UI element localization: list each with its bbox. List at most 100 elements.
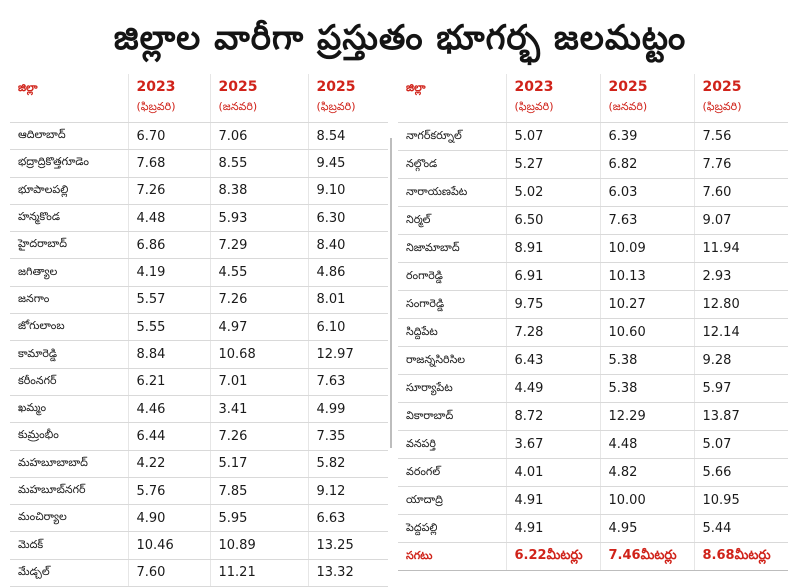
value-cell: 9.12 [307,477,388,506]
district-cell: ఖమ్మం [10,395,128,424]
average-label: సగటు [398,542,506,571]
average-row: సగటు 6.22మీటర్లు 7.46మీటర్లు 8.68మీటర్లు [398,542,788,571]
col-2025-jan-header: 2025 (జనవరి) [599,74,694,123]
value-cell: 4.22 [127,450,210,478]
district-cell: జగిత్యాల [10,258,128,287]
value-cell: 10.95 [693,486,788,515]
value-cell: 4.01 [505,458,600,487]
district-header: జిల్లా [398,74,506,123]
month-label: (ఫిబ్రవరి) [136,100,176,113]
table-row: భద్రాద్రికొత్తగూడెం 7.68 8.55 9.45 [10,149,388,178]
value-cell: 5.07 [505,122,600,151]
left-table: జిల్లా 2023 (ఫిబ్రవరి) 2025 (జనవరి) 2025 (ఫ… [10,74,388,587]
value-cell: 5.55 [127,313,210,342]
value-cell: 6.70 [127,122,210,151]
district-cell: మెదక్ [10,531,128,560]
table-row: మెదక్ 10.46 10.89 13.25 [10,531,388,560]
value-cell: 6.86 [127,231,210,260]
value-cell: 3.41 [209,395,308,424]
district-cell: నారాయణపేట [398,178,506,207]
value-cell: 10.13 [599,262,694,291]
table-row: మేడ్చల్ 7.60 11.21 13.32 [10,559,388,587]
value-cell: 5.38 [599,346,694,375]
column-divider [390,138,392,448]
value-cell: 7.26 [209,422,308,451]
table-row: యాదాద్రి 4.91 10.00 10.95 [398,486,788,515]
table-row: నిజామాబాద్ 8.91 10.09 11.94 [398,234,788,263]
value-cell: 8.38 [209,177,308,205]
value-cell: 7.26 [209,286,308,315]
value-cell: 7.76 [693,150,788,179]
table-row: నిర్మల్ 6.50 7.63 9.07 [398,206,788,235]
year-label: 2025 [316,79,356,95]
value-cell: 6.63 [307,504,388,533]
value-cell: 5.76 [127,477,210,506]
table-row: సిద్దిపేట 7.28 10.60 12.14 [398,318,788,347]
table-row: జోగులాంబ 5.55 4.97 6.10 [10,313,388,342]
value-cell: 7.06 [209,122,308,151]
value-cell: 6.44 [127,422,210,451]
table-row: రంగారెడ్డి 6.91 10.13 2.93 [398,262,788,291]
district-cell: పెద్దపల్లి [398,514,506,543]
table-row: కుమ్రంభీం 6.44 7.26 7.35 [10,422,388,451]
value-cell: 12.29 [599,402,694,431]
district-cell: సిద్దిపేట [398,318,506,347]
district-cell: హన్మకొండ [10,204,128,233]
value-cell: 5.44 [693,514,788,543]
year-label: 2023 [136,79,176,95]
value-cell: 4.19 [127,258,210,287]
district-header: జిల్లా [10,74,128,123]
year-label: 2023 [514,79,554,95]
month-label: (ఫిబ్రవరి) [702,100,742,113]
value-cell: 10.89 [209,531,308,560]
district-cell: వనపర్తి [398,430,506,459]
table-row: జనగాం 5.57 7.26 8.01 [10,286,388,315]
table-row: వికారాబాద్ 8.72 12.29 13.87 [398,402,788,431]
value-cell: 10.27 [599,290,694,319]
value-cell: 4.97 [209,313,308,342]
table-row: వనపర్తి 3.67 4.48 5.07 [398,430,788,459]
district-cell: మహబూబ్‌నగర్ [10,477,128,506]
average-value: 7.46మీటర్లు [599,542,694,571]
district-cell: ఆదిలాబాద్ [10,122,128,151]
value-cell: 7.26 [127,177,210,205]
value-cell: 7.35 [307,422,388,451]
value-cell: 5.17 [209,450,308,478]
district-cell: సంగారెడ్డి [398,290,506,319]
value-cell: 3.67 [505,430,600,459]
district-cell: మేడ్చల్ [10,559,128,587]
value-cell: 10.09 [599,234,694,263]
col-2023-feb-header: 2023 (ఫిబ్రవరి) [505,74,600,123]
month-label: (జనవరి) [608,100,648,113]
table-row: భూపాలపల్లి 7.26 8.38 9.10 [10,177,388,205]
district-cell: కుమ్రంభీం [10,422,128,451]
value-cell: 9.10 [307,177,388,205]
value-cell: 8.55 [209,149,308,178]
table-row: మంచిర్యాల 4.90 5.95 6.63 [10,504,388,533]
col-2025-jan-header: 2025 (జనవరి) [209,74,308,123]
table-row: ఖమ్మం 4.46 3.41 4.99 [10,395,388,424]
district-cell: భద్రాద్రికొత్తగూడెం [10,149,128,178]
value-cell: 12.97 [307,340,388,369]
value-cell: 5.07 [693,430,788,459]
value-cell: 4.91 [505,514,600,543]
value-cell: 5.57 [127,286,210,315]
district-cell: సూర్యాపేట [398,374,506,403]
year-label: 2025 [218,79,258,95]
district-cell: హైదరాబాద్ [10,231,128,260]
table-row: జగిత్యాల 4.19 4.55 4.86 [10,258,388,287]
value-cell: 6.03 [599,178,694,207]
value-cell: 6.50 [505,206,600,235]
value-cell: 4.90 [127,504,210,533]
page: జిల్లాల వారీగా ప్రస్తుతం భూగర్భ జలమట్టం … [10,18,788,587]
average-value: 8.68మీటర్లు [693,542,788,571]
value-cell: 6.91 [505,262,600,291]
value-cell: 4.91 [505,486,600,515]
col-2023-feb-header: 2023 (ఫిబ్రవరి) [127,74,210,123]
month-label: (ఫిబ్రవరి) [316,100,356,113]
value-cell: 4.82 [599,458,694,487]
value-cell: 4.46 [127,395,210,424]
value-cell: 7.68 [127,149,210,178]
table-row: నారాయణపేట 5.02 6.03 7.60 [398,178,788,207]
value-cell: 2.93 [693,262,788,291]
